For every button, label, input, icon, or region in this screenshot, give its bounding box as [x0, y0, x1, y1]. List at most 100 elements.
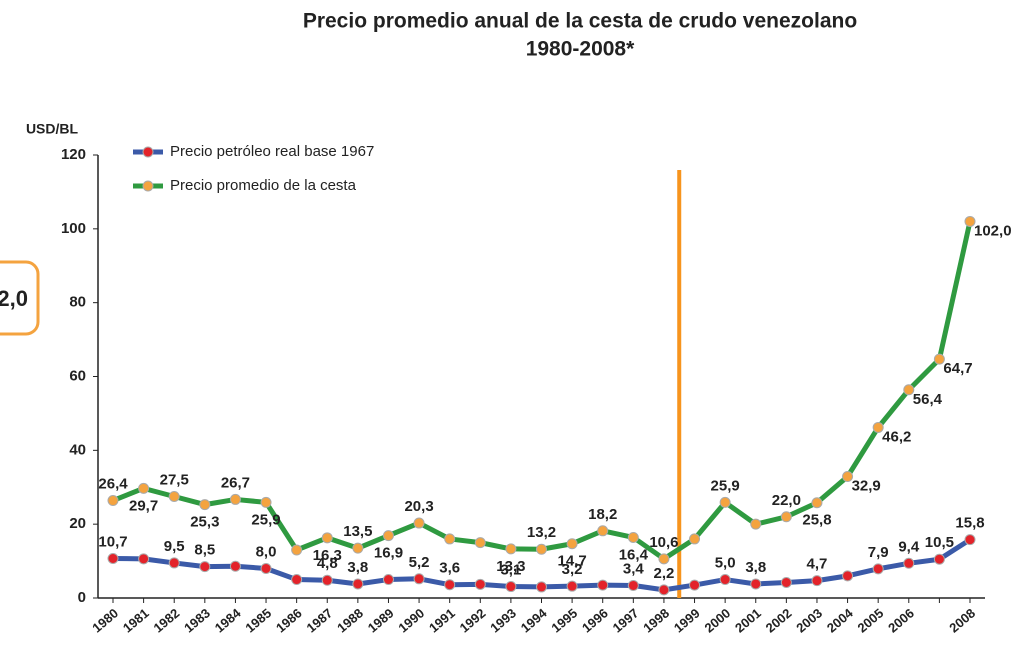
- data-point: [260, 496, 272, 508]
- x-tick-label: 1983: [181, 605, 213, 635]
- data-label: 10,5: [925, 534, 954, 551]
- data-label: 13,5: [343, 523, 372, 540]
- data-label: 102,0: [974, 222, 1012, 239]
- data-point: [597, 525, 609, 537]
- x-tick-label: 1995: [548, 605, 580, 635]
- x-tick-label: 2008: [946, 605, 978, 635]
- data-point: [842, 570, 854, 582]
- data-point: [444, 579, 456, 591]
- x-tick-label: 1998: [640, 605, 672, 635]
- series-line: [112, 220, 973, 562]
- annotation: 2,0: [0, 286, 28, 311]
- data-point: [597, 579, 609, 591]
- data-point: [964, 534, 976, 546]
- data-label: 3,2: [562, 561, 583, 578]
- data-label: 8,5: [194, 542, 215, 559]
- data-point: [811, 497, 823, 509]
- data-label: 15,8: [955, 515, 984, 532]
- x-tick-label: 1981: [120, 605, 152, 635]
- data-point: [964, 215, 976, 227]
- data-label: 46,2: [882, 428, 911, 445]
- data-label: 26,4: [98, 476, 128, 493]
- x-tick-label: 2000: [701, 605, 733, 635]
- data-label: 26,7: [221, 474, 250, 491]
- data-point: [413, 573, 425, 585]
- data-label: 2,2: [653, 565, 674, 582]
- x-tick-label: 1986: [273, 605, 305, 635]
- data-label: 9,4: [898, 538, 920, 555]
- data-point: [689, 533, 701, 545]
- data-label: 29,7: [129, 497, 158, 514]
- data-label: 20,3: [404, 498, 433, 515]
- x-tick-label: 1999: [671, 605, 703, 635]
- data-point: [229, 493, 241, 505]
- data-point: [413, 517, 425, 529]
- data-point: [872, 563, 884, 575]
- data-point: [168, 490, 180, 502]
- x-tick-label: 1989: [365, 605, 397, 635]
- data-point: [780, 511, 792, 523]
- y-axis-label: USD/BL: [26, 121, 79, 137]
- x-tick-label: 1996: [579, 605, 611, 635]
- data-point: [658, 553, 670, 565]
- data-label: 10,6: [649, 534, 678, 551]
- data-point: [168, 557, 180, 569]
- data-point: [321, 574, 333, 586]
- data-label: 3,4: [623, 560, 645, 577]
- x-tick-label: 1992: [457, 605, 489, 635]
- data-point: [505, 543, 517, 555]
- data-point: [291, 574, 303, 586]
- data-point: [199, 561, 211, 573]
- data-label: 10,7: [98, 533, 127, 550]
- x-tick-label: 2002: [763, 605, 795, 635]
- data-label: 3,8: [745, 559, 766, 576]
- y-tick-label: 100: [61, 220, 86, 237]
- data-label: 18,2: [588, 506, 617, 523]
- y-tick-label: 20: [69, 515, 86, 532]
- data-label: 32,9: [852, 478, 881, 495]
- data-point: [566, 580, 578, 592]
- data-point: [444, 533, 456, 545]
- data-label: 4,8: [317, 555, 338, 572]
- x-tick-label: 1982: [151, 605, 183, 635]
- data-point: [352, 578, 364, 590]
- data-label: 3,8: [347, 559, 368, 576]
- data-point: [474, 578, 486, 590]
- x-tick-label: 1994: [518, 605, 550, 636]
- data-point: [933, 353, 945, 365]
- y-tick-label: 120: [61, 146, 86, 163]
- x-tick-label: 2004: [824, 605, 856, 636]
- legend-marker: [142, 146, 154, 158]
- y-tick-label: 80: [69, 294, 86, 311]
- data-label: 7,9: [868, 544, 889, 561]
- data-label: 22,0: [772, 492, 801, 509]
- annotation-box: [0, 260, 40, 336]
- data-label: 64,7: [943, 360, 972, 377]
- data-point: [872, 421, 884, 433]
- chart-title: Precio promedio anual de la cesta de cru…: [303, 10, 857, 33]
- data-point: [382, 530, 394, 542]
- x-tick-label: 2001: [732, 605, 764, 635]
- y-tick-label: 60: [69, 367, 86, 384]
- data-label: 13,2: [527, 524, 556, 541]
- data-label: 16,3: [313, 547, 342, 564]
- data-label: 25,9: [711, 477, 740, 494]
- legend-marker: [142, 180, 154, 192]
- data-point: [842, 471, 854, 483]
- data-point: [505, 581, 517, 593]
- data-point: [627, 579, 639, 591]
- data-point: [566, 538, 578, 550]
- data-label: 5,2: [409, 554, 430, 571]
- x-tick-label: 1991: [426, 605, 458, 635]
- y-tick-label: 0: [78, 589, 86, 606]
- data-point: [138, 553, 150, 565]
- data-point: [382, 574, 394, 586]
- data-label: 27,5: [160, 471, 189, 488]
- data-point: [352, 542, 364, 554]
- data-label: 25,3: [190, 514, 219, 531]
- data-label: 25,8: [802, 512, 831, 529]
- data-label: 3,1: [500, 562, 521, 579]
- data-point: [658, 584, 670, 596]
- data-point: [229, 560, 241, 572]
- y-tick-label: 40: [69, 441, 86, 458]
